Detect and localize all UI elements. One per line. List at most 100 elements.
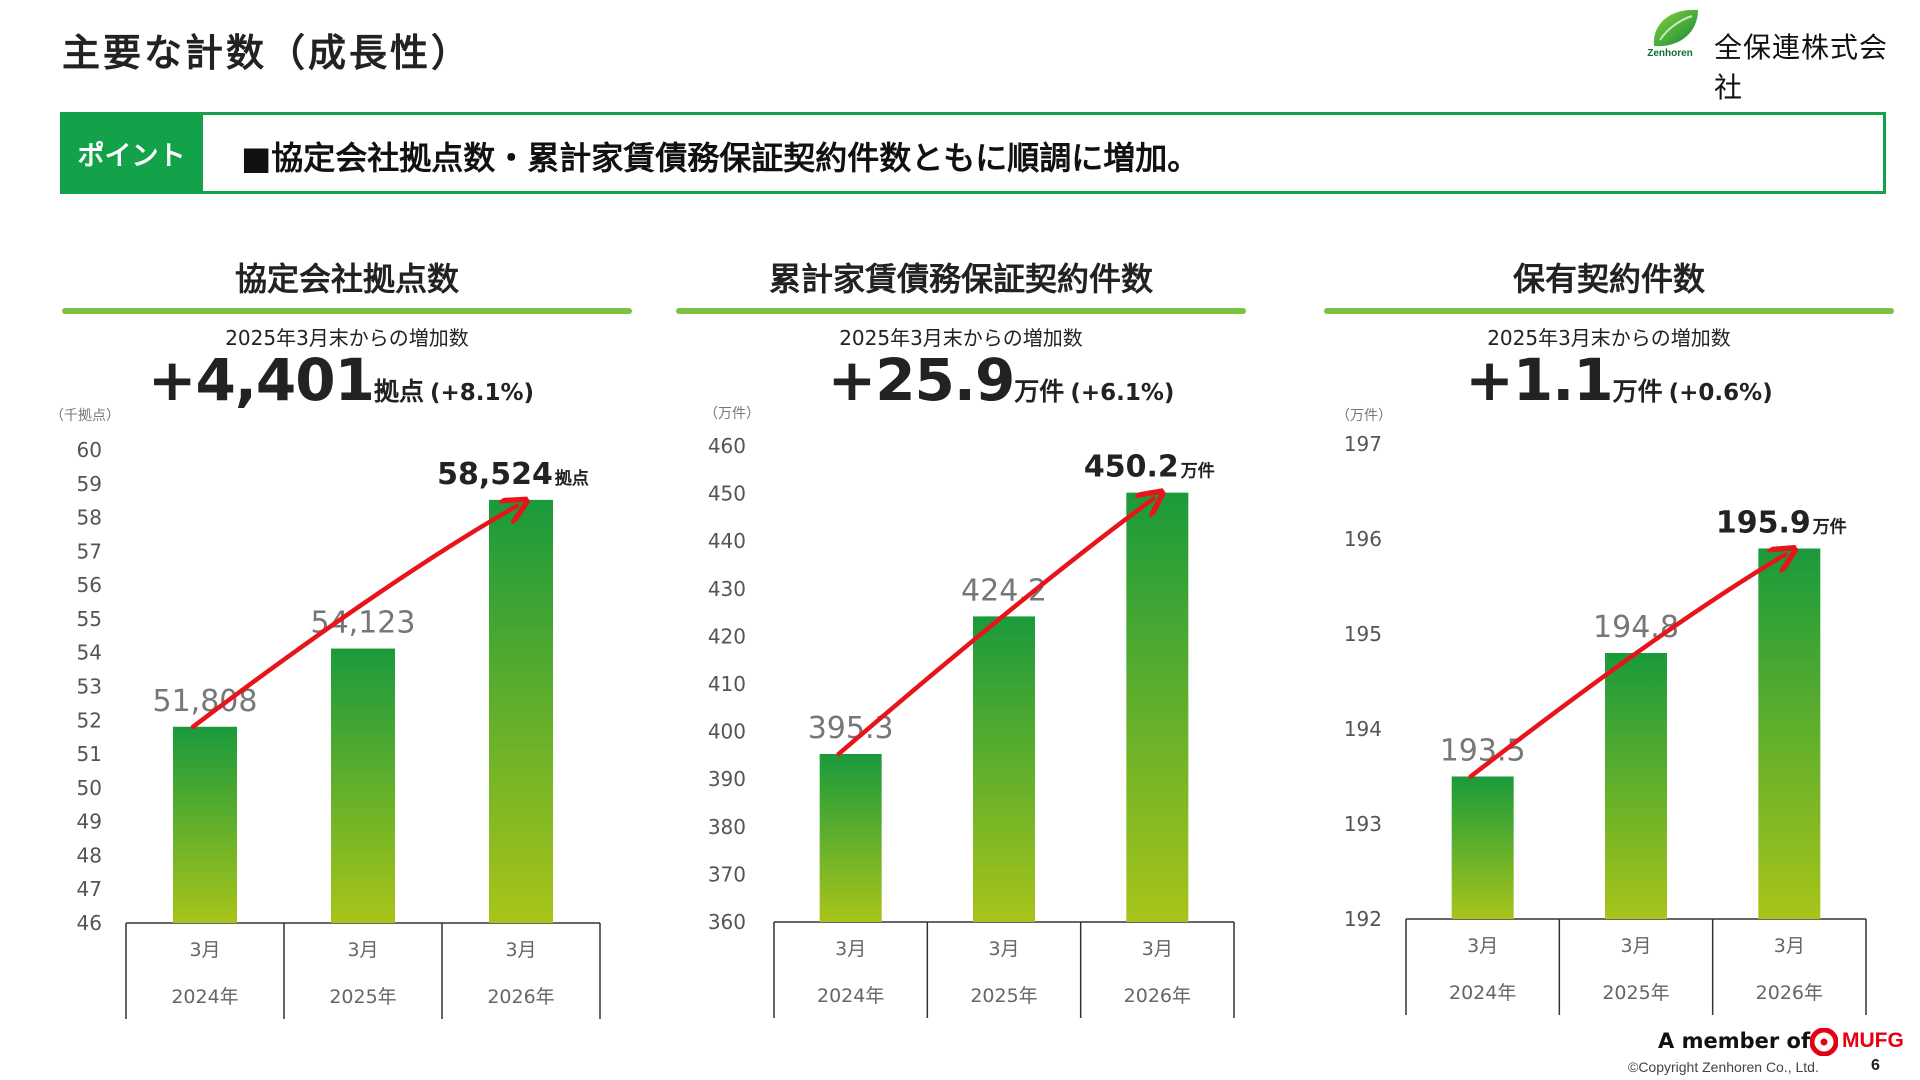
y-tick-label: 370 [708,862,746,886]
point-box: ポイント ■協定会社拠点数・累計家賃債務保証契約件数ともに順調に増加。 [60,112,1886,194]
trend-arrow [836,499,1154,757]
bar-value-label: 194.8 [1593,610,1679,645]
increase-value: +25.9 [827,346,1016,414]
bar [1605,653,1667,919]
point-text: ■協定会社拠点数・累計家賃債務保証契約件数ともに順調に増加。 [241,139,1200,177]
y-tick-label: 430 [708,577,746,601]
x-tick-year: 2025年 [329,986,396,1008]
x-tick-year: 2026年 [1756,982,1823,1004]
bar [489,499,553,923]
panel-title: 累計家賃債務保証契約件数 [768,260,1153,298]
bar-value-label: 193.5 [1440,734,1526,769]
y-tick-label: 360 [708,910,746,934]
bar-chart: （万件） 197 196 195 194 193 192 193.5 3月 2024年 194.8 3… [1336,408,1867,1015]
panel-subtitle: 2025年3月末からの増加数 [1487,326,1731,350]
x-tick-month: 3月 [1142,938,1173,960]
panel-branch-count: 協定会社拠点数 2025年3月末からの増加数 +4,401拠点 (+8.1%) （… [50,240,632,1020]
company-logo: Zenhoren 全保連株式会社 [1640,6,1910,104]
increase-unit: 万件 [1612,377,1663,406]
y-tick-label: 56 [77,573,102,597]
y-tick-label: 450 [708,482,746,506]
mufg-logo-icon [1810,1028,1838,1056]
y-tick-label: 60 [77,438,102,462]
x-tick-month: 3月 [988,938,1019,960]
y-tick-label: 380 [708,815,746,839]
y-tick-label: 410 [708,672,746,696]
bar [173,726,237,923]
bar-value-label: 54,123 [311,606,416,641]
y-tick-label: 54 [77,641,102,665]
panel-title: 協定会社拠点数 [234,260,459,298]
x-tick-year: 2026年 [1124,985,1191,1007]
x-tick-year: 2024年 [817,985,884,1007]
y-tick-label: 48 [77,843,102,867]
y-tick-label: 55 [77,607,102,631]
bar-value-label: 58,524 拠点 [437,457,589,492]
bar-value-unit: 万件 [1812,517,1847,538]
trend-arrow [1468,555,1786,779]
page-number: 6 [1871,1057,1880,1074]
x-tick-year: 2026年 [487,986,554,1008]
panel-title-rule [62,308,632,314]
x-tick-year: 2025年 [970,985,1037,1007]
bar [331,648,395,923]
point-label: ポイント [60,112,203,194]
y-axis-unit-label: （万件） [1336,408,1392,424]
increase-summary: +4,401拠点 (+8.1%) [56,346,626,414]
y-tick-label: 400 [708,720,746,744]
x-tick-month: 3月 [835,938,866,960]
y-tick-label: 57 [77,539,102,563]
y-tick-label: 47 [77,877,102,901]
page-title: 主要な計数（成長性） [62,31,473,75]
x-tick-year: 2025年 [1602,982,1669,1004]
x-tick-month: 3月 [347,939,378,961]
increase-summary: +25.9万件 (+6.1%) [716,346,1286,414]
y-tick-label: 440 [708,529,746,553]
trend-arrow [190,506,517,730]
x-tick-year: 2024年 [171,986,238,1008]
increase-value: +1.1 [1465,346,1613,414]
increase-percent: (+6.1%) [1070,380,1175,406]
panel-subtitle: 2025年3月末からの増加数 [839,326,1083,350]
y-tick-label: 420 [708,624,746,648]
increase-percent: (+0.6%) [1668,380,1773,406]
x-tick-year: 2024年 [1449,982,1516,1004]
y-tick-label: 46 [77,911,102,935]
y-tick-label: 53 [77,675,102,699]
logo-subtext: Zenhoren [1647,48,1693,59]
y-axis-unit-label: （万件） [704,406,760,422]
panel-cumulative-contracts: 累計家賃債務保証契約件数 2025年3月末からの増加数 +25.9 万件 (+6.1… [676,240,1246,1020]
y-tick-label: 59 [77,472,102,496]
y-tick-label: 192 [1344,907,1382,931]
bar-value-label: 195.9 万件 [1716,506,1847,541]
bar [1451,776,1514,919]
x-tick-month: 3月 [189,939,220,961]
bar-chart: （万件）460450440430420410400390380370360395… [704,406,1235,1018]
increase-percent: (+8.1%) [429,380,535,406]
y-tick-label: 58 [77,506,102,530]
company-name: 全保連株式会社 [1714,31,1889,104]
x-tick-month: 3月 [1774,935,1805,957]
increase-summary: +1.1万件 (+0.6%) [1334,346,1904,414]
panel-active-contracts: 保有契約件数 2025年3月末からの増加数 +1.1万件 (+0.6%) （万件）… [1324,240,1894,1020]
bar [973,616,1035,922]
y-tick-label: 460 [708,434,746,458]
x-tick-month: 3月 [505,939,536,961]
bar [1126,492,1189,922]
y-tick-label: 194 [1344,717,1382,741]
y-tick-label: 195 [1344,622,1382,646]
y-tick-label: 49 [77,810,102,834]
panel-title-rule [676,308,1246,314]
footer-member-text: A member of [1658,1029,1811,1053]
mufg-wordmark: MUFG [1842,1029,1904,1052]
panel-title-rule [1324,308,1894,314]
bar-value-label: 450.2 万件 [1084,450,1215,485]
y-tick-label: 390 [708,767,746,791]
y-tick-label: 196 [1344,527,1382,551]
x-tick-month: 3月 [1620,935,1651,957]
x-tick-month: 3月 [1467,935,1498,957]
bar [819,753,882,922]
zenhoren-leaf-icon [1653,9,1698,47]
bar-value-unit: 万件 [1180,461,1215,482]
bar-chart: （千拠点）60595857565554535251504948474651,80… [50,408,601,1019]
